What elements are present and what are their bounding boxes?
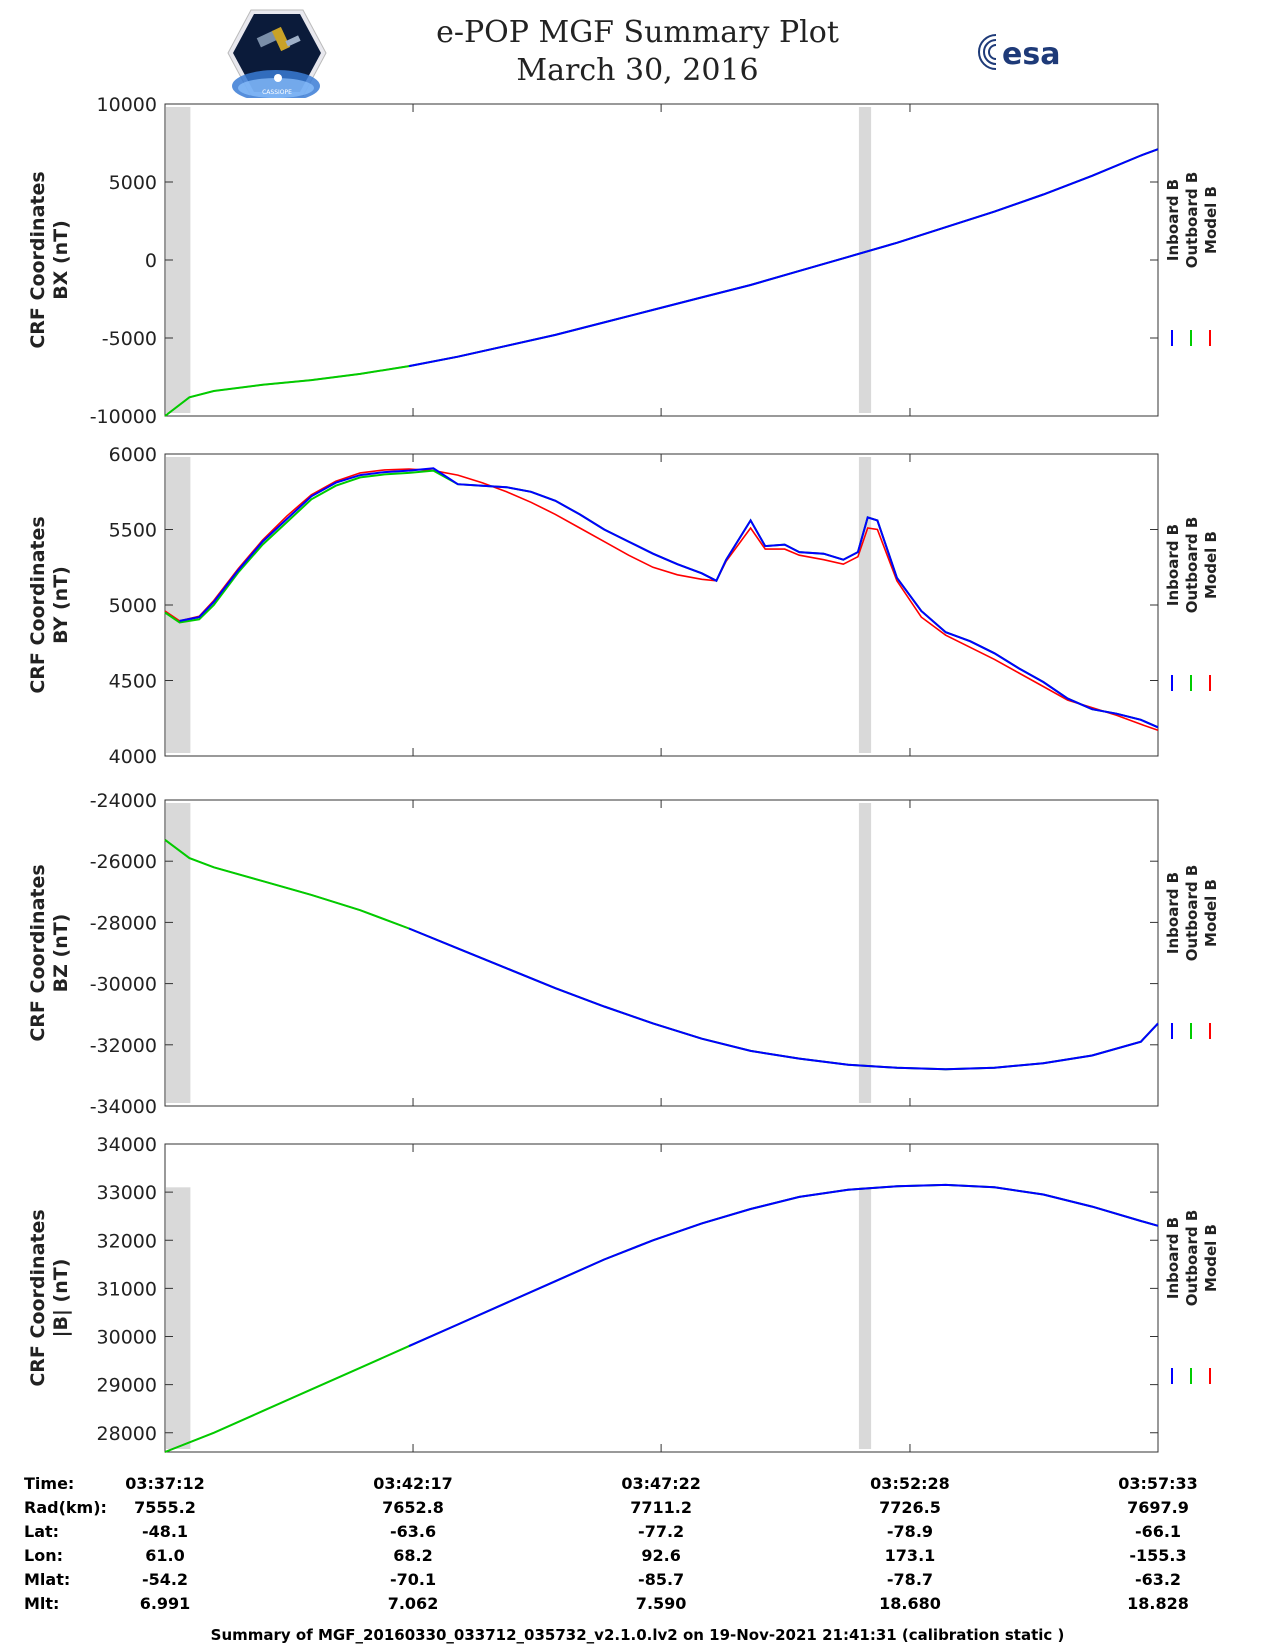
- y-axis-label-line2: BZ (nT): [50, 914, 72, 993]
- cassiope-mission-logo: CASSIOPE: [227, 9, 327, 98]
- plot-frame: [164, 453, 1159, 757]
- y-tick-label: -30000: [90, 974, 157, 996]
- legend-label: Inboard B: [1164, 524, 1182, 606]
- y-axis-label-line1: CRF Coordinates: [27, 864, 49, 1041]
- legend-label: Outboard B: [1183, 172, 1201, 269]
- y-tick-label: -24000: [90, 790, 157, 812]
- plot-title: e-POP MGF Summary Plot March 30, 2016: [0, 14, 1275, 90]
- y-axis-label-line2: BX (nT): [50, 220, 72, 300]
- legend-label: Inboard B: [1164, 179, 1182, 261]
- data-gap-band: [858, 107, 872, 413]
- y-tick-label: 5000: [109, 172, 157, 194]
- series-line-model-b: [164, 839, 1159, 1071]
- y-tick-label: 32000: [97, 1230, 157, 1252]
- y-tick-label: 5500: [109, 520, 157, 542]
- series-line-inboard-b: [408, 927, 1159, 1071]
- y-axis-label-line1: CRF Coordinates: [27, 516, 49, 693]
- y-tick-label: -10000: [90, 406, 157, 428]
- series-line-model-b: [164, 1184, 1159, 1453]
- data-gap-band: [858, 803, 872, 1103]
- esa-logo: esa: [978, 34, 1060, 72]
- series-line-model-b: [164, 148, 1159, 417]
- legend-label: Inboard B: [1164, 1217, 1182, 1299]
- y-axis-label: CRF CoordinatesBY (nT): [27, 516, 72, 693]
- panel-magbmag: 28000 29000 30000 31000 32000 33000 34000 CRF C…: [27, 1134, 1220, 1453]
- legend-label: Inboard B: [1164, 872, 1182, 954]
- y-tick-label: 5000: [109, 595, 157, 617]
- data-gap-band: [858, 1187, 872, 1449]
- series-line-model-b: [164, 468, 1159, 732]
- y-tick-label: 34000: [97, 1134, 157, 1156]
- y-axis-label: CRF Coordinates|B| (nT): [27, 1209, 72, 1386]
- legend-label: Model B: [1202, 879, 1220, 947]
- series-line-inboard-b: [179, 467, 1159, 729]
- plot-title-line2: March 30, 2016: [516, 53, 759, 88]
- y-axis-label-line1: CRF Coordinates: [27, 171, 49, 348]
- y-tick-label: 30000: [97, 1327, 157, 1349]
- legend-label: Model B: [1202, 186, 1220, 254]
- series-line-inboard-b: [408, 1183, 1159, 1348]
- legend-label: Model B: [1202, 1224, 1220, 1292]
- y-tick-label: -26000: [90, 851, 157, 873]
- legend-label: Model B: [1202, 531, 1220, 599]
- series-line-outboard-b: [164, 148, 1159, 417]
- cassiope-logo-text: CASSIOPE: [262, 89, 292, 96]
- series-line-outboard-b: [164, 838, 1159, 1071]
- y-tick-label: -5000: [102, 328, 157, 350]
- series-line-outboard-b: [164, 469, 1159, 729]
- y-tick-label: 4500: [109, 671, 157, 693]
- y-tick-label: 0: [145, 250, 157, 272]
- y-axis-label-line2: BY (nT): [50, 566, 72, 644]
- y-tick-label: 33000: [97, 1182, 157, 1204]
- data-gap-band: [166, 1187, 191, 1449]
- panel-by: 4000 4500 5000 5500 6000 CRF CoordinatesBY (n…: [27, 444, 1220, 768]
- plot-frame: [164, 799, 1159, 1107]
- y-axis-label-line1: CRF Coordinates: [27, 1209, 49, 1386]
- data-gap-band: [166, 803, 191, 1103]
- y-tick-label: 28000: [97, 1423, 157, 1445]
- footer-caption: Summary of MGF_20160330_033712_035732_v2…: [210, 1626, 1065, 1644]
- legend-label: Outboard B: [1183, 517, 1201, 614]
- y-axis-label-line2: |B| (nT): [50, 1259, 72, 1338]
- y-tick-label: 6000: [109, 444, 157, 466]
- y-axis-label: CRF CoordinatesBX (nT): [27, 171, 72, 348]
- data-gap-band: [858, 457, 872, 753]
- y-tick-label: -32000: [90, 1035, 157, 1057]
- legend-label: Outboard B: [1183, 1210, 1201, 1307]
- y-tick-label: 31000: [97, 1278, 157, 1300]
- y-axis-label: CRF CoordinatesBZ (nT): [27, 864, 72, 1041]
- y-tick-label: 10000: [97, 94, 157, 116]
- y-tick-label: -34000: [90, 1096, 157, 1118]
- legend-label: Outboard B: [1183, 865, 1201, 962]
- panel-bx: -10000 -5000 0 5000 10000 CRF CoordinatesBX (…: [27, 94, 1220, 428]
- panel-bz: -34000 -32000 -30000 -28000 -26000 -24000 CRF …: [27, 790, 1220, 1118]
- plot-frame: [164, 103, 1159, 417]
- series-line-outboard-b: [164, 1183, 1159, 1453]
- y-tick-label: 4000: [109, 746, 157, 768]
- series-line-inboard-b: [408, 148, 1159, 368]
- y-tick-label: -28000: [90, 912, 157, 934]
- plot-title-line1: e-POP MGF Summary Plot: [436, 15, 839, 50]
- esa-logo-text: esa: [1002, 37, 1060, 72]
- y-tick-label: 29000: [97, 1375, 157, 1397]
